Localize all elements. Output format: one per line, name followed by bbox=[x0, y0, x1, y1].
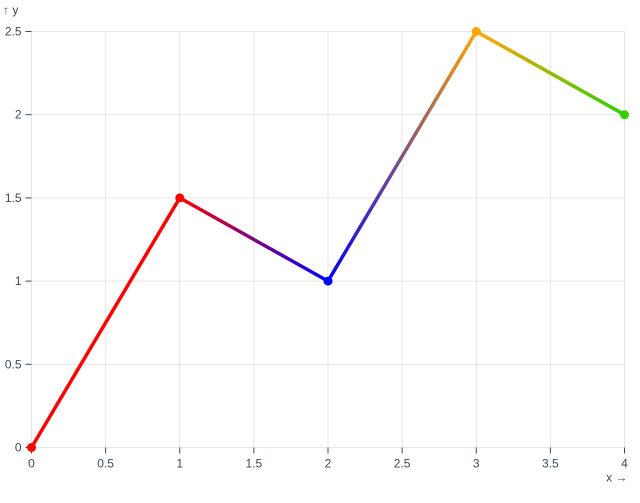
y-tick-label: 0 bbox=[15, 441, 22, 455]
y-tick-label: 2 bbox=[15, 108, 22, 122]
x-axis: 0 0.5 1 1.5 2 2.5 3 3.5 4x → bbox=[28, 447, 628, 485]
data-point bbox=[471, 27, 481, 36]
x-tick-label: 2 bbox=[325, 457, 332, 471]
y-tick-label: 0.5 bbox=[5, 357, 22, 371]
x-tick-label: 3.5 bbox=[542, 457, 559, 471]
x-tick-label: 0 bbox=[28, 457, 35, 471]
data-point bbox=[323, 276, 333, 286]
x-tick-label: 1 bbox=[176, 457, 183, 471]
y-axis-label: ↑ y bbox=[3, 3, 18, 17]
x-axis-label: x → bbox=[606, 471, 627, 485]
grid bbox=[31, 31, 625, 448]
line-segment bbox=[474, 29, 627, 117]
y-tick-label: 1 bbox=[15, 274, 22, 288]
x-tick-label: 4 bbox=[621, 457, 628, 471]
line-series bbox=[29, 29, 627, 450]
line-segment bbox=[29, 196, 182, 450]
x-tick-label: 1.5 bbox=[246, 457, 263, 471]
y-axis: 0 0.5 1 1.5 2 2.5 ↑ y bbox=[3, 3, 32, 455]
data-point bbox=[27, 443, 36, 452]
x-tick-label: 0.5 bbox=[97, 457, 114, 471]
y-tick-label: 1.5 bbox=[5, 191, 22, 205]
x-tick-label: 2.5 bbox=[394, 457, 411, 471]
data-point bbox=[620, 110, 629, 120]
y-tick-label: 2.5 bbox=[5, 25, 22, 39]
x-tick-label: 3 bbox=[473, 457, 480, 471]
data-points bbox=[27, 27, 629, 452]
line-segment bbox=[326, 29, 478, 283]
line-segment bbox=[178, 196, 330, 283]
data-point bbox=[175, 193, 185, 203]
